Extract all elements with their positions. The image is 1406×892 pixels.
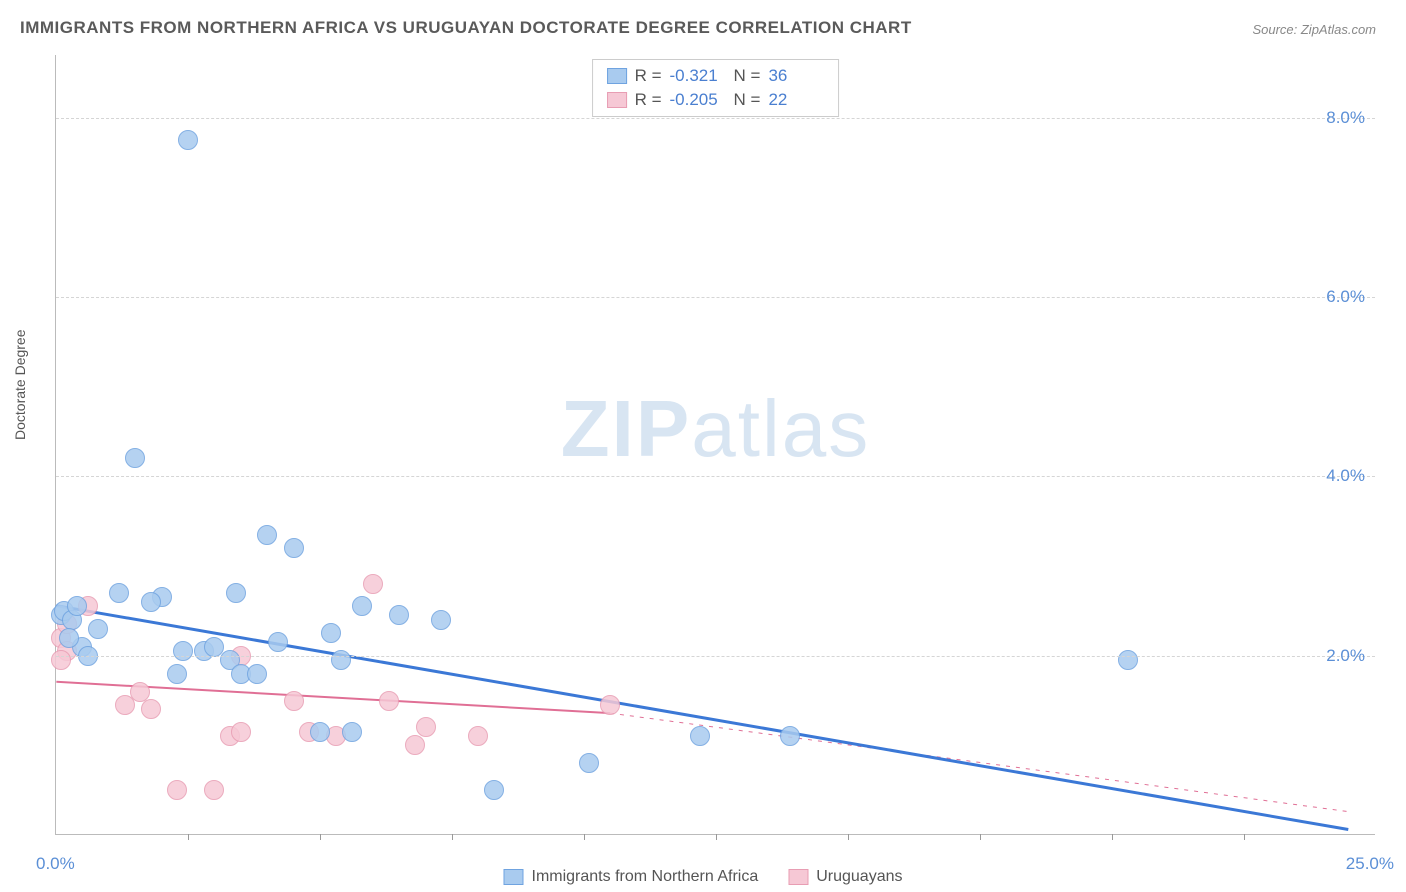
- x-tick: [980, 834, 981, 840]
- scatter-point: [141, 699, 161, 719]
- scatter-point: [352, 596, 372, 616]
- legend-row-blue: R = -0.321 N = 36: [607, 64, 825, 88]
- watermark-atlas: atlas: [691, 384, 870, 473]
- scatter-point: [141, 592, 161, 612]
- n-value-blue: 36: [768, 66, 824, 86]
- x-tick: [452, 834, 453, 840]
- correlation-legend: R = -0.321 N = 36 R = -0.205 N = 22: [592, 59, 840, 117]
- scatter-point: [51, 650, 71, 670]
- n-label: N =: [734, 90, 761, 110]
- swatch-blue: [607, 68, 627, 84]
- scatter-point: [88, 619, 108, 639]
- gridline: [56, 297, 1375, 298]
- scatter-point: [431, 610, 451, 630]
- r-value-pink: -0.205: [670, 90, 726, 110]
- scatter-point: [125, 448, 145, 468]
- scatter-point: [416, 717, 436, 737]
- scatter-point: [379, 691, 399, 711]
- x-max-label: 25.0%: [1346, 854, 1394, 874]
- trend-line: [610, 713, 1348, 811]
- scatter-point: [389, 605, 409, 625]
- scatter-point: [331, 650, 351, 670]
- x-tick: [1244, 834, 1245, 840]
- x-min-label: 0.0%: [36, 854, 75, 874]
- watermark-zip: ZIP: [561, 384, 691, 473]
- chart-plot-area: ZIPatlas R = -0.321 N = 36 R = -0.205 N …: [55, 55, 1375, 835]
- scatter-point: [59, 628, 79, 648]
- chart-title: IMMIGRANTS FROM NORTHERN AFRICA VS URUGU…: [20, 18, 912, 38]
- scatter-point: [226, 583, 246, 603]
- swatch-pink: [607, 92, 627, 108]
- scatter-point: [257, 525, 277, 545]
- scatter-point: [115, 695, 135, 715]
- scatter-point: [579, 753, 599, 773]
- scatter-point: [342, 722, 362, 742]
- scatter-point: [484, 780, 504, 800]
- y-tick-label: 2.0%: [1326, 646, 1365, 666]
- scatter-point: [204, 780, 224, 800]
- y-tick-label: 8.0%: [1326, 108, 1365, 128]
- scatter-point: [268, 632, 288, 652]
- scatter-point: [231, 722, 251, 742]
- scatter-point: [173, 641, 193, 661]
- scatter-point: [1118, 650, 1138, 670]
- y-tick-label: 4.0%: [1326, 466, 1365, 486]
- scatter-point: [321, 623, 341, 643]
- scatter-point: [780, 726, 800, 746]
- scatter-point: [468, 726, 488, 746]
- scatter-point: [284, 538, 304, 558]
- r-label: R =: [635, 90, 662, 110]
- series-label-pink: Uruguayans: [816, 868, 902, 886]
- scatter-point: [363, 574, 383, 594]
- source-attribution: Source: ZipAtlas.com: [1252, 22, 1376, 37]
- legend-item-blue: Immigrants from Northern Africa: [503, 868, 758, 886]
- x-tick: [584, 834, 585, 840]
- gridline: [56, 476, 1375, 477]
- x-tick: [848, 834, 849, 840]
- scatter-point: [405, 735, 425, 755]
- x-tick: [1112, 834, 1113, 840]
- scatter-point: [109, 583, 129, 603]
- trend-lines-svg: [56, 55, 1375, 834]
- x-tick: [716, 834, 717, 840]
- n-value-pink: 22: [768, 90, 824, 110]
- x-tick: [320, 834, 321, 840]
- swatch-blue: [503, 869, 523, 885]
- scatter-point: [310, 722, 330, 742]
- scatter-point: [600, 695, 620, 715]
- r-value-blue: -0.321: [670, 66, 726, 86]
- n-label: N =: [734, 66, 761, 86]
- scatter-point: [690, 726, 710, 746]
- gridline: [56, 656, 1375, 657]
- legend-row-pink: R = -0.205 N = 22: [607, 88, 825, 112]
- x-tick: [188, 834, 189, 840]
- watermark-text: ZIPatlas: [561, 383, 870, 475]
- scatter-point: [204, 637, 224, 657]
- scatter-point: [67, 596, 87, 616]
- gridline: [56, 118, 1375, 119]
- swatch-pink: [788, 869, 808, 885]
- trend-line: [56, 606, 1348, 830]
- series-legend: Immigrants from Northern Africa Uruguaya…: [503, 868, 902, 886]
- y-axis-label: Doctorate Degree: [12, 329, 28, 440]
- scatter-point: [178, 130, 198, 150]
- scatter-point: [167, 780, 187, 800]
- series-label-blue: Immigrants from Northern Africa: [531, 868, 758, 886]
- scatter-point: [167, 664, 187, 684]
- r-label: R =: [635, 66, 662, 86]
- scatter-point: [130, 682, 150, 702]
- scatter-point: [247, 664, 267, 684]
- legend-item-pink: Uruguayans: [788, 868, 902, 886]
- scatter-point: [284, 691, 304, 711]
- y-tick-label: 6.0%: [1326, 287, 1365, 307]
